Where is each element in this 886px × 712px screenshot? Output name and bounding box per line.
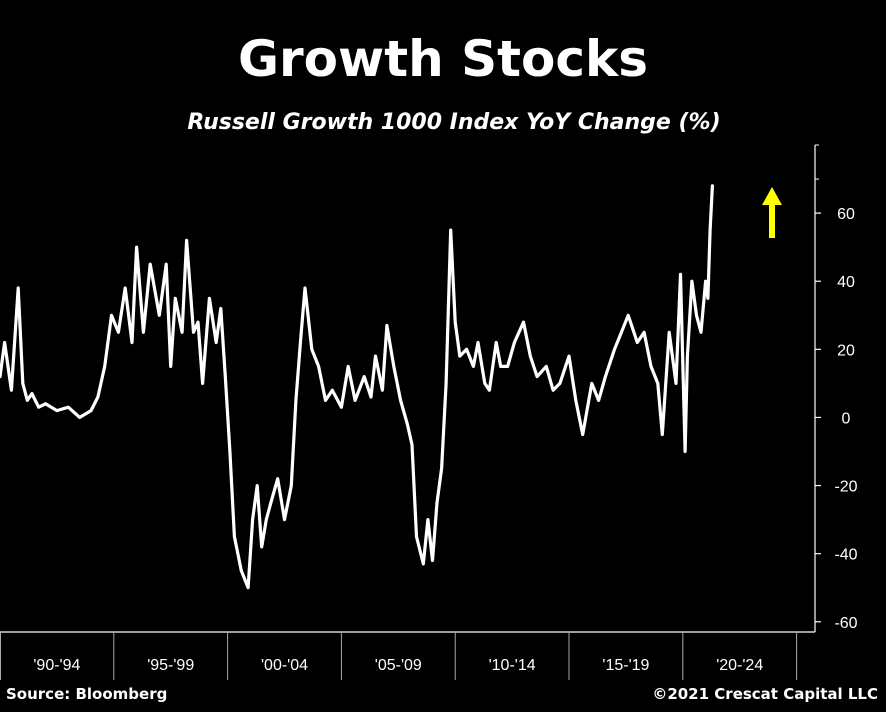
x-category-label: '20-'24 (716, 657, 763, 674)
y-tick-label: 40 (837, 274, 855, 291)
x-category-label: '95-'99 (147, 657, 194, 674)
x-axis: '90-'94 '95-'99 '00-'04 '05-'09 '10-'14 '15-'… (0, 631, 815, 680)
series-line (0, 184, 715, 590)
y-axis: 60 40 20 0 -20 -40 -60 (814, 144, 858, 632)
chart-subtitle: Russell Growth 1000 Index YoY Change (%) (187, 110, 720, 135)
y-tick-label: 60 (837, 206, 855, 223)
annotation-layer (762, 187, 782, 238)
y-tick-label: -60 (834, 615, 857, 632)
x-category-label: '15-'19 (602, 657, 649, 674)
x-category-label: '10-'14 (489, 657, 536, 674)
x-category-label: '00-'04 (261, 657, 308, 674)
y-tick-label: 20 (837, 342, 855, 359)
y-tick-label: -40 (834, 547, 857, 564)
y-tick-label: 0 (842, 410, 851, 427)
copyright-note: ©2021 Crescat Capital LLC (652, 685, 878, 703)
chart-title: Growth Stocks (238, 30, 648, 88)
y-tick-label: -20 (834, 479, 857, 496)
series-layer (0, 184, 715, 590)
up-arrow-head (762, 187, 782, 205)
source-note: Source: Bloomberg (6, 685, 167, 703)
x-category-label: '90-'94 (33, 657, 80, 674)
x-category-label: '05-'09 (375, 657, 422, 674)
